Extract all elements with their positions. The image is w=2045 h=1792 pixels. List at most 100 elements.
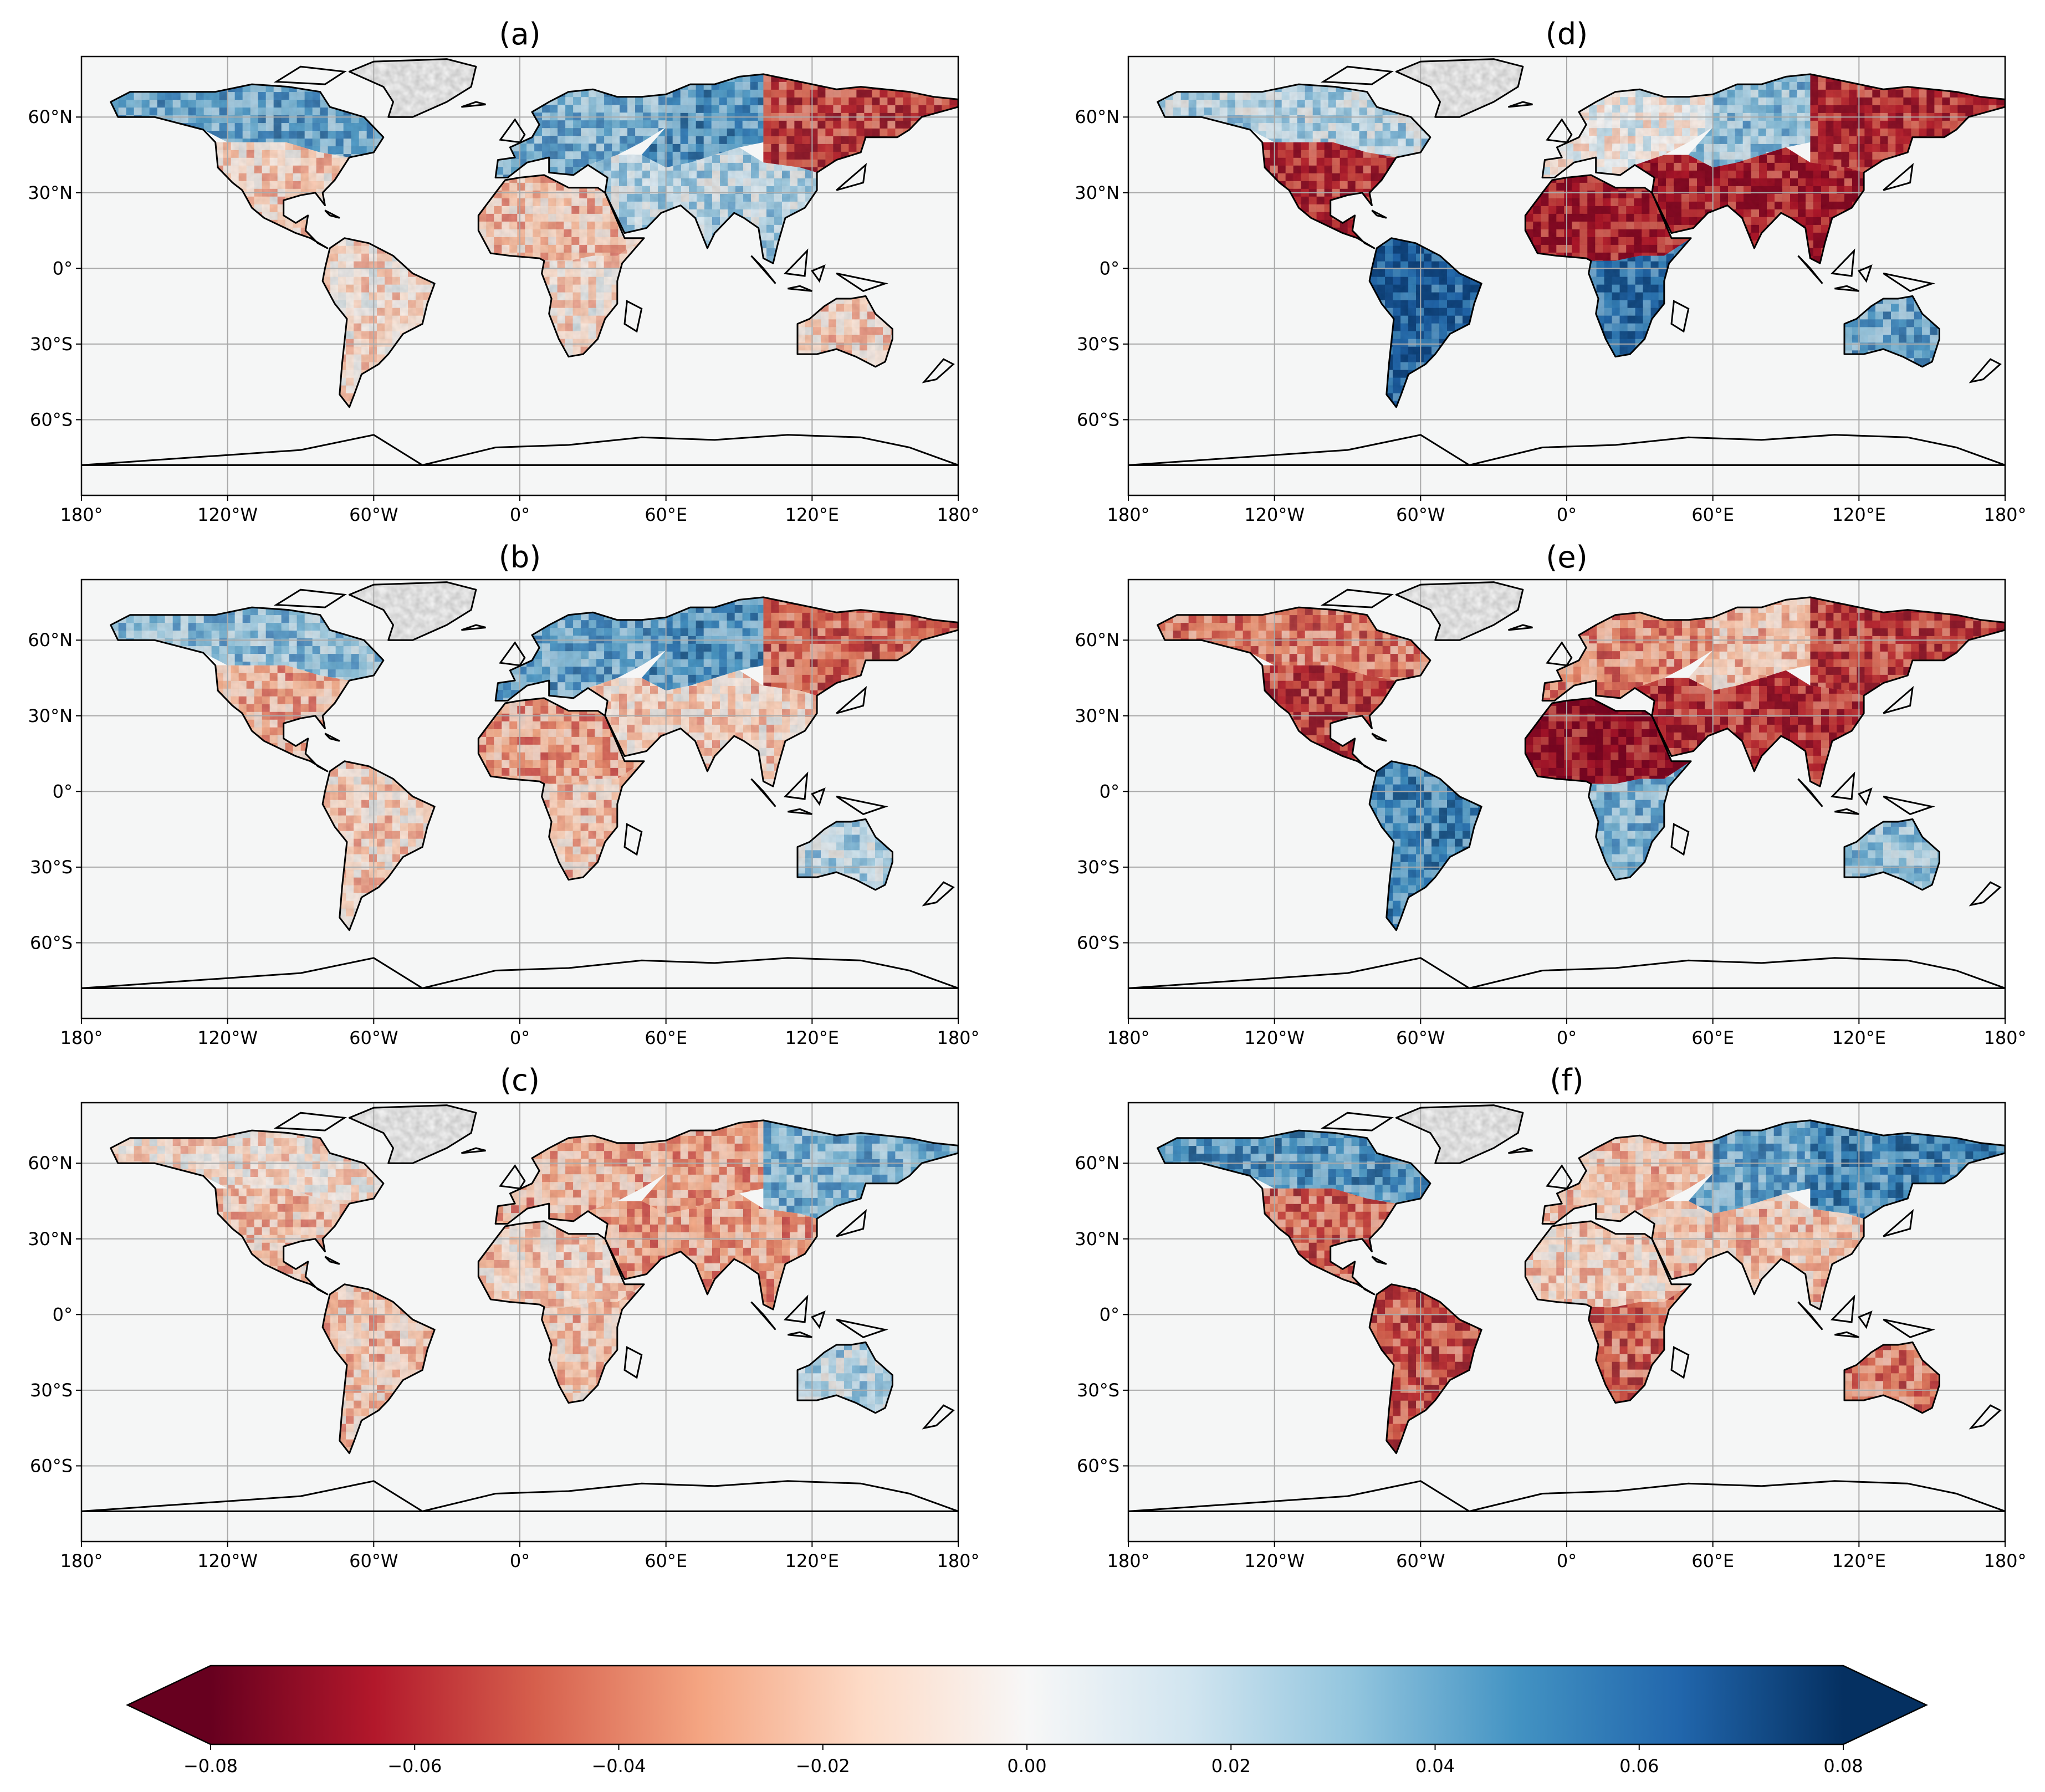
coastlines: [81, 581, 958, 989]
map-panel-f: (f) 180° 120°W 60°W 0° 60°E 120°E 180° 60°N 30°N 0…: [1075, 1063, 2026, 1571]
y-tick-label: 30°S: [30, 334, 73, 355]
x-tick-label: 180°: [1983, 1550, 2026, 1571]
y-tick-label: 30°N: [1075, 182, 1119, 203]
x-tick-label: 180°: [1983, 504, 2026, 525]
x-tick-label: 60°E: [645, 1550, 687, 1571]
y-tick-label: 60°N: [1075, 1153, 1119, 1174]
x-tick-label: 120°E: [1832, 1027, 1886, 1048]
coastlines: [1128, 581, 2005, 989]
y-tick-label: 0°: [53, 258, 73, 279]
x-tick-label: 0°: [1557, 504, 1577, 525]
colorbar-tick-label: 0.00: [1007, 1755, 1046, 1776]
x-tick-label: 120°W: [197, 504, 258, 525]
x-tick-label: 180°: [1983, 1027, 2026, 1048]
y-tick-label: 0°: [1100, 781, 1119, 802]
y-tick-label: 60°S: [1077, 1455, 1119, 1476]
y-tick-label: 60°S: [1077, 932, 1119, 953]
x-tick-label: 180°: [937, 1027, 979, 1048]
y-tick-label: 60°N: [28, 629, 73, 651]
y-tick-label: 30°N: [1075, 1228, 1119, 1250]
x-tick-label: 180°: [1107, 1550, 1149, 1571]
x-tick-label: 60°E: [645, 504, 687, 525]
y-tick-label: 30°N: [28, 705, 73, 726]
x-tick-label: 60°E: [1691, 1550, 1734, 1571]
x-tick-label: 120°E: [785, 1550, 839, 1571]
x-tick-label: 120°W: [197, 1550, 258, 1571]
gridlines: [1128, 57, 2005, 495]
panel-title: (f): [1550, 1063, 1583, 1098]
x-tick-label: 180°: [937, 504, 979, 525]
x-tick-label: 60°E: [1691, 1027, 1734, 1048]
y-tick-label: 60°N: [1075, 106, 1119, 127]
panel-title: (e): [1546, 540, 1587, 575]
y-tick-label: 0°: [1100, 1304, 1119, 1325]
gridlines: [81, 580, 958, 1018]
y-tick-label: 60°S: [30, 932, 73, 953]
x-tick-label: 120°W: [197, 1027, 258, 1048]
x-tick-label: 0°: [510, 504, 530, 525]
colorbar: −0.08 −0.06 −0.04 −0.02 0.00 0.02 0.04 0.06 0.08: [126, 1665, 1928, 1776]
colorbar-extend-max: [1843, 1666, 1926, 1744]
colorbar-tick-label: 0.08: [1823, 1755, 1863, 1776]
x-tick-label: 60°E: [645, 1027, 687, 1048]
x-tick-label: 0°: [1557, 1550, 1577, 1571]
x-tick-label: 60°W: [1396, 1550, 1445, 1571]
y-tick-label: 60°N: [1075, 629, 1119, 651]
x-tick-label: 180°: [1107, 504, 1149, 525]
y-tick-label: 60°S: [1077, 409, 1119, 430]
x-tick-label: 180°: [1107, 1027, 1149, 1048]
y-tick-label: 60°N: [28, 106, 73, 127]
gridlines: [1128, 1103, 2005, 1542]
y-tick-label: 30°S: [30, 857, 73, 878]
x-tick-label: 60°W: [349, 1027, 398, 1048]
coastlines: [81, 58, 958, 466]
x-tick-label: 120°E: [1832, 1550, 1886, 1571]
x-tick-label: 60°E: [1691, 504, 1734, 525]
x-tick-label: 120°W: [1244, 1027, 1305, 1048]
x-tick-label: 60°W: [349, 504, 398, 525]
y-tick-label: 60°S: [30, 1455, 73, 1476]
panel-title: (c): [500, 1063, 540, 1098]
x-tick-label: 60°W: [349, 1550, 398, 1571]
colorbar-tick-label: 0.04: [1415, 1755, 1455, 1776]
y-tick-label: 30°S: [1077, 334, 1119, 355]
map-panel-a: (a) 180° 120°W 60°W 0° 60°E 120°E 180° 60°N 30°N 0…: [28, 17, 979, 525]
x-tick-label: 120°E: [785, 504, 839, 525]
x-tick-label: 0°: [510, 1550, 530, 1571]
panel-title: (b): [499, 540, 541, 575]
y-tick-label: 30°S: [1077, 857, 1119, 878]
panel-title: (a): [499, 17, 540, 52]
y-tick-label: 30°N: [1075, 705, 1119, 726]
coastlines: [1128, 1104, 2005, 1512]
y-tick-label: 0°: [1100, 258, 1119, 279]
map-panel-d: (d) 180° 120°W 60°W 0° 60°E 120°E 180° 60°N 30°N 0…: [1075, 17, 2026, 525]
x-tick-label: 120°E: [785, 1027, 839, 1048]
coastlines: [81, 1104, 958, 1512]
panel-title: (d): [1546, 17, 1588, 52]
gridlines: [1128, 580, 2005, 1018]
y-tick-label: 60°N: [28, 1153, 73, 1174]
y-tick-label: 0°: [53, 1304, 73, 1325]
colorbar-tick-label: −0.08: [183, 1755, 238, 1776]
colorbar-gradient: [211, 1666, 1843, 1744]
x-tick-label: 0°: [510, 1027, 530, 1048]
y-tick-label: 60°S: [30, 409, 73, 430]
x-tick-label: 120°W: [1244, 504, 1305, 525]
y-tick-label: 30°S: [30, 1380, 73, 1401]
colorbar-tick-label: −0.06: [387, 1755, 442, 1776]
x-tick-label: 120°E: [1832, 504, 1886, 525]
x-tick-label: 120°W: [1244, 1550, 1305, 1571]
map-panel-c: (c) 180° 120°W 60°W 0° 60°E 120°E 180° 60°N 30°N 0…: [28, 1063, 979, 1571]
colorbar-extend-min: [127, 1666, 211, 1744]
colorbar-tick-label: 0.06: [1619, 1755, 1659, 1776]
gridlines: [81, 1103, 958, 1542]
x-tick-label: 60°W: [1396, 504, 1445, 525]
coastlines: [1128, 58, 2005, 466]
x-tick-label: 180°: [60, 504, 103, 525]
colorbar-tick-label: −0.04: [591, 1755, 646, 1776]
x-tick-label: 0°: [1557, 1027, 1577, 1048]
colorbar-tick-label: −0.02: [796, 1755, 850, 1776]
y-tick-label: 30°N: [28, 182, 73, 203]
y-tick-label: 0°: [53, 781, 73, 802]
